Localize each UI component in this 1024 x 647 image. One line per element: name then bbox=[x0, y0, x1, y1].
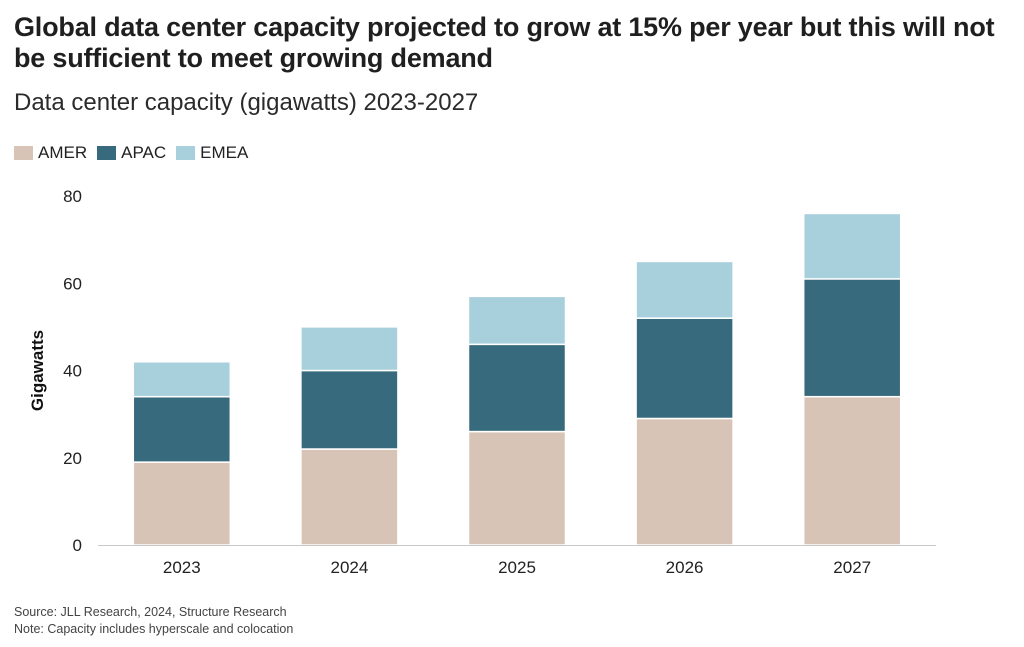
bar-emea-2024 bbox=[300, 326, 399, 372]
bar-apac-2026 bbox=[635, 317, 734, 420]
legend-item-amer: AMER bbox=[14, 143, 87, 163]
bar-apac-2024 bbox=[300, 369, 399, 450]
legend-label-amer: AMER bbox=[38, 143, 88, 162]
legend-swatch-emea bbox=[176, 146, 196, 160]
y-tick-label: 80 bbox=[63, 187, 82, 206]
capacity-note: Note: Capacity includes hyperscale and c… bbox=[14, 622, 294, 636]
bar-amer-2023 bbox=[132, 461, 232, 546]
source-note: Source: JLL Research, 2024, Structure Re… bbox=[14, 605, 287, 619]
legend-item-apac: APAC bbox=[97, 143, 166, 163]
y-tick-label: 0 bbox=[73, 536, 82, 555]
x-tick-label: 2025 bbox=[498, 558, 536, 577]
bar-emea-2026 bbox=[635, 260, 734, 319]
bar-apac-2025 bbox=[467, 343, 567, 433]
bar-amer-2025 bbox=[467, 430, 567, 546]
bar-amer-2026 bbox=[635, 417, 734, 546]
y-tick-label: 40 bbox=[63, 362, 82, 381]
chart-subtitle: Data center capacity (gigawatts) 2023-20… bbox=[14, 89, 479, 116]
bar-apac-2027 bbox=[802, 278, 902, 398]
legend-swatch-apac bbox=[97, 146, 117, 160]
legend-label-apac: APAC bbox=[121, 143, 167, 162]
legend-label-emea: EMEA bbox=[200, 143, 249, 162]
footer: Source: JLL Research, 2024, Structure Re… bbox=[14, 604, 293, 638]
legend-swatch-amer bbox=[14, 146, 33, 160]
x-tick-label: 2026 bbox=[666, 558, 704, 577]
bar-amer-2024 bbox=[300, 448, 399, 546]
x-tick-label: 2027 bbox=[833, 558, 871, 577]
bar-apac-2023 bbox=[132, 395, 232, 463]
bar-emea-2027 bbox=[802, 212, 902, 280]
y-axis-title: Gigawatts bbox=[28, 330, 47, 411]
x-tick-label: 2023 bbox=[163, 558, 201, 577]
bar-emea-2023 bbox=[132, 361, 232, 398]
y-tick-label: 60 bbox=[63, 274, 82, 293]
bar-amer-2027 bbox=[802, 395, 902, 546]
y-tick-label: 20 bbox=[63, 449, 82, 468]
legend: AMER APAC EMEA bbox=[14, 143, 258, 163]
x-tick-label: 2024 bbox=[330, 558, 368, 577]
chart-title: Global data center capacity projected to… bbox=[14, 12, 995, 73]
bar-emea-2025 bbox=[467, 295, 567, 346]
legend-item-emea: EMEA bbox=[176, 143, 248, 163]
